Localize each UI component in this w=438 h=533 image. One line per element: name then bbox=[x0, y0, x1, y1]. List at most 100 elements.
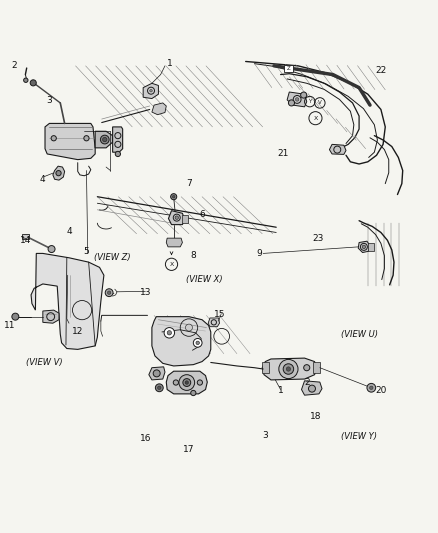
Text: 18: 18 bbox=[309, 413, 321, 422]
Text: X: X bbox=[313, 116, 317, 120]
Circle shape bbox=[283, 364, 293, 374]
Polygon shape bbox=[357, 241, 369, 253]
Bar bbox=[283, 64, 292, 72]
Polygon shape bbox=[95, 131, 113, 148]
Circle shape bbox=[48, 246, 55, 253]
Circle shape bbox=[295, 98, 298, 101]
Circle shape bbox=[185, 324, 192, 331]
Circle shape bbox=[366, 383, 375, 392]
Polygon shape bbox=[286, 92, 306, 107]
Text: (VIEW V): (VIEW V) bbox=[26, 358, 62, 367]
Text: 13: 13 bbox=[139, 288, 151, 297]
Circle shape bbox=[179, 375, 194, 390]
Circle shape bbox=[308, 385, 315, 392]
Text: 2: 2 bbox=[303, 377, 309, 386]
Circle shape bbox=[193, 338, 201, 347]
Polygon shape bbox=[53, 166, 64, 180]
Polygon shape bbox=[166, 238, 182, 247]
Circle shape bbox=[195, 341, 199, 344]
Text: 14: 14 bbox=[20, 236, 31, 245]
Polygon shape bbox=[152, 103, 166, 115]
Circle shape bbox=[278, 359, 297, 378]
Text: 23: 23 bbox=[311, 233, 323, 243]
Text: (VIEW Y): (VIEW Y) bbox=[340, 432, 376, 441]
Polygon shape bbox=[208, 318, 219, 327]
Circle shape bbox=[105, 289, 113, 296]
Polygon shape bbox=[301, 381, 321, 395]
Circle shape bbox=[288, 100, 294, 106]
Circle shape bbox=[51, 135, 56, 141]
Bar bbox=[261, 362, 268, 373]
Text: 7: 7 bbox=[186, 179, 191, 188]
Circle shape bbox=[30, 80, 36, 86]
Text: X: X bbox=[169, 262, 173, 267]
Circle shape bbox=[172, 196, 175, 198]
Text: (VIEW Z): (VIEW Z) bbox=[94, 253, 131, 262]
Circle shape bbox=[286, 367, 290, 371]
Circle shape bbox=[197, 380, 202, 385]
Circle shape bbox=[173, 380, 178, 385]
Circle shape bbox=[149, 90, 152, 92]
Circle shape bbox=[183, 378, 190, 386]
Circle shape bbox=[12, 313, 19, 320]
Text: 1: 1 bbox=[166, 59, 172, 68]
Text: 9: 9 bbox=[255, 249, 261, 258]
Circle shape bbox=[157, 386, 161, 390]
Text: (VIEW X): (VIEW X) bbox=[186, 275, 222, 284]
Polygon shape bbox=[31, 253, 104, 350]
Polygon shape bbox=[261, 358, 316, 380]
Text: 15: 15 bbox=[213, 310, 225, 319]
Polygon shape bbox=[45, 124, 95, 159]
Circle shape bbox=[175, 216, 178, 220]
Polygon shape bbox=[113, 127, 122, 152]
Circle shape bbox=[184, 381, 188, 384]
Text: 4: 4 bbox=[40, 175, 46, 184]
Text: 17: 17 bbox=[183, 445, 194, 454]
Circle shape bbox=[100, 135, 109, 144]
Bar bbox=[22, 234, 29, 239]
Circle shape bbox=[56, 171, 61, 176]
Circle shape bbox=[153, 370, 160, 377]
Polygon shape bbox=[168, 211, 184, 224]
Text: 6: 6 bbox=[199, 209, 205, 219]
Circle shape bbox=[300, 92, 306, 98]
Circle shape bbox=[361, 245, 365, 248]
Bar bbox=[313, 362, 319, 373]
Polygon shape bbox=[152, 317, 210, 366]
Polygon shape bbox=[328, 144, 345, 155]
Text: V: V bbox=[317, 100, 321, 106]
Circle shape bbox=[84, 135, 89, 141]
Text: 3: 3 bbox=[262, 431, 268, 440]
Polygon shape bbox=[143, 83, 158, 99]
Circle shape bbox=[303, 365, 309, 371]
Circle shape bbox=[190, 390, 195, 395]
Circle shape bbox=[164, 328, 174, 338]
Bar bbox=[182, 215, 187, 223]
Text: 1: 1 bbox=[277, 386, 283, 395]
Circle shape bbox=[102, 138, 107, 142]
Bar bbox=[367, 243, 374, 251]
Text: 2: 2 bbox=[12, 61, 17, 70]
Circle shape bbox=[369, 386, 372, 390]
Circle shape bbox=[107, 291, 111, 294]
Text: (VIEW U): (VIEW U) bbox=[340, 329, 377, 338]
Circle shape bbox=[115, 151, 120, 157]
Polygon shape bbox=[148, 367, 165, 380]
Text: Z: Z bbox=[286, 66, 290, 71]
Text: 20: 20 bbox=[374, 386, 386, 395]
Circle shape bbox=[170, 193, 177, 200]
Text: 21: 21 bbox=[276, 149, 288, 158]
Text: 12: 12 bbox=[72, 327, 83, 336]
Text: 22: 22 bbox=[374, 66, 385, 75]
Text: 3: 3 bbox=[46, 96, 52, 105]
Circle shape bbox=[24, 78, 28, 83]
Polygon shape bbox=[43, 310, 59, 323]
Text: Y: Y bbox=[307, 99, 311, 104]
Text: 8: 8 bbox=[190, 251, 196, 260]
Text: 11: 11 bbox=[4, 321, 15, 330]
Circle shape bbox=[167, 330, 171, 335]
Circle shape bbox=[155, 384, 163, 392]
Polygon shape bbox=[166, 371, 207, 394]
Text: 4: 4 bbox=[66, 227, 72, 236]
Text: 5: 5 bbox=[83, 247, 89, 256]
